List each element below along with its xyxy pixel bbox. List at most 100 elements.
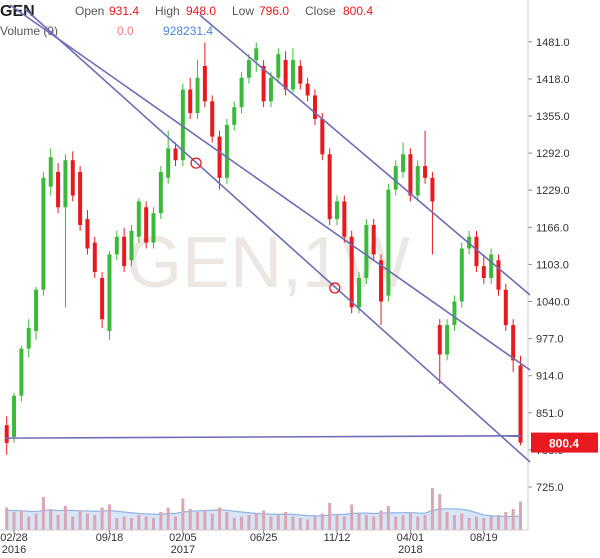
x-tick-label: 02/28 [0,532,28,544]
volume-bar [372,516,376,530]
candle-body [357,277,362,308]
volume-bar [144,516,148,530]
volume-bar [519,501,522,530]
volume-bar [225,512,229,530]
candle-body [379,260,384,302]
candle-body [268,77,273,102]
candle-body [320,118,325,155]
low-value: 796.0 [259,4,289,18]
volume-bar [100,507,104,530]
candle-body [445,325,450,355]
volume-bar [452,515,456,530]
volume-bar [254,513,258,530]
volume-bar [284,512,288,530]
volume-bar [49,509,53,530]
watermark: GEN,1W [126,223,410,303]
candle-body [56,171,61,208]
open-value: 931.4 [109,4,139,18]
candle-body [180,89,185,161]
x-year-label: 2016 [2,544,26,556]
candle-body [415,166,420,196]
volume-bar [93,515,97,530]
volume-bar [416,516,420,530]
y-tick-label: 1040.0 [536,297,570,309]
candle-body [496,260,501,290]
candle-body [371,224,376,255]
volume-bar [298,518,302,530]
low-label: Low [232,4,254,18]
x-year-label: 2017 [171,544,195,556]
volume-bar [181,498,185,530]
candle-body [70,160,75,196]
volume-bar [166,507,170,530]
volume-bar [350,504,354,530]
volume-bar [152,518,155,530]
last-price-label: 800.4 [549,437,579,451]
candle-body [107,254,112,331]
candle-body [474,236,479,267]
volume-bar [423,515,427,530]
candle-body [327,154,332,220]
candle-body [85,219,90,249]
candle-body [503,289,508,326]
candle-body [188,89,193,114]
candle-body [511,325,516,361]
candle-body [41,177,46,290]
y-tick-label: 1418.0 [536,74,570,86]
volume-bar [386,506,390,530]
x-tick-label: 06/25 [250,532,278,544]
candle-body [63,160,68,208]
candle-body [489,254,494,278]
close-label: Close [305,4,336,18]
volume-bar [137,515,141,530]
volume-bar [496,515,500,530]
y-tick-label: 851.0 [536,408,564,420]
volume-bar [232,518,236,530]
volume-bar [41,497,45,530]
candle-body [12,395,17,437]
volume-bar [71,516,75,530]
candle-body [217,136,222,178]
volume-bar [210,513,214,530]
volume-bar [445,512,449,530]
volume-bar [203,510,207,530]
volume-bar [357,513,361,530]
close-value: 800.4 [343,4,373,18]
candle-body [305,83,310,96]
candle-body [114,236,119,255]
candle-body [210,101,215,137]
candle-body [342,201,347,237]
candle-body [290,60,295,90]
candle-body [48,157,53,187]
x-tick-label: 09/18 [96,532,124,544]
candle-body [136,201,141,237]
volume-label: Volume (9) [0,24,58,38]
y-tick-label: 914.0 [536,371,564,383]
volume-bar [511,509,515,530]
candle-body [364,224,369,278]
candle-body [202,65,207,102]
volume-bar [430,488,434,530]
y-tick-label: 1481.0 [536,37,570,49]
x-tick-label: 04/01 [397,532,425,544]
volume-bar [269,516,273,530]
x-year-label: 2018 [398,544,422,556]
volume-bar [122,516,126,530]
trend-line [199,14,531,296]
volume-bar [335,515,339,530]
volume-bar [196,512,200,530]
candle-body [261,65,266,102]
candle-body [481,266,486,278]
volume-bar [188,509,192,530]
candle-body [459,248,464,302]
candle-body [173,148,178,161]
candle-body [518,365,523,443]
volume-bar [438,494,442,530]
y-tick-label: 977.0 [536,334,564,346]
volume-bar [320,513,324,530]
candle-body [349,236,354,308]
volume-bar [460,513,464,530]
y-tick-label: 1103.0 [536,259,569,271]
candle-body [4,425,9,443]
